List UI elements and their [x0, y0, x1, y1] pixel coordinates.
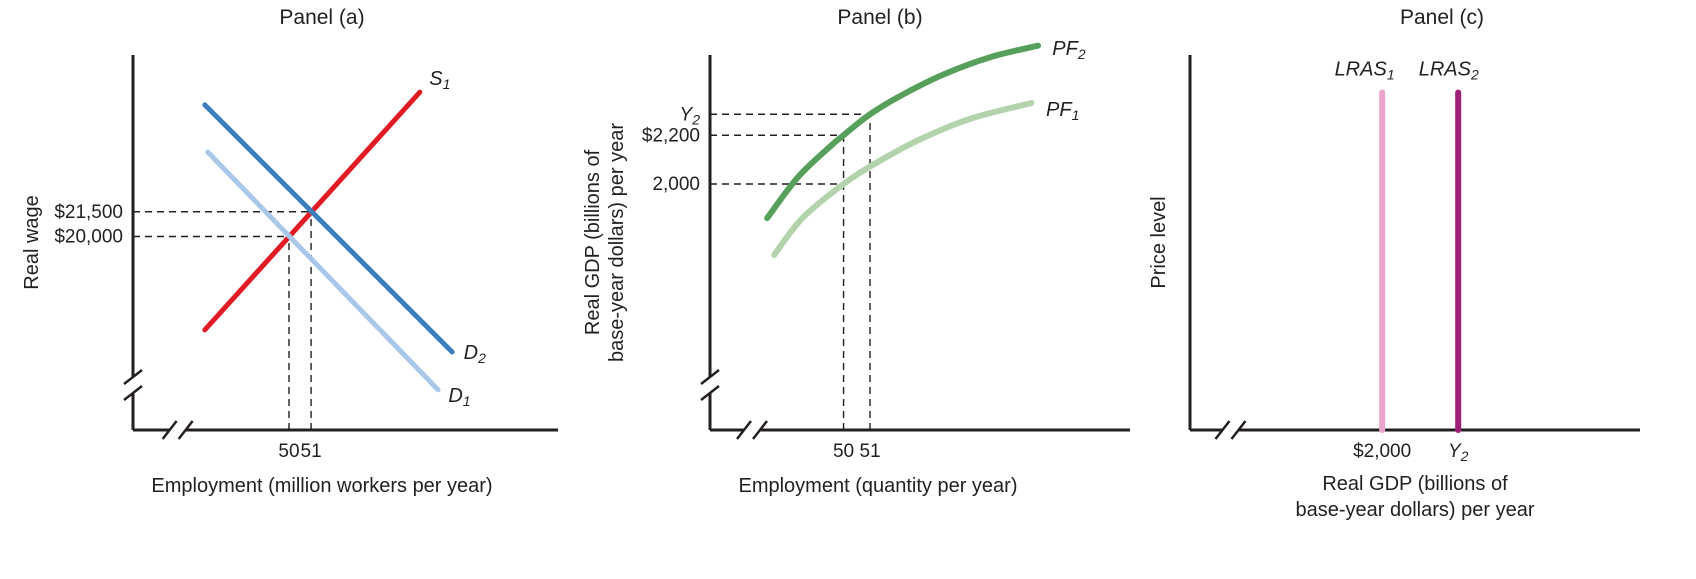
y-tick-label-2-000: 2,000	[652, 174, 700, 195]
curve-label-pf-1: PF1	[1046, 99, 1079, 123]
y-axis-label: Real GDP (billions of	[582, 149, 604, 335]
x-tick-label-50: 50	[278, 441, 299, 462]
y-axis-break-mark	[123, 369, 143, 385]
x-axis-label: Employment (quantity per year)	[738, 475, 1017, 497]
panel-c-chart: LRAS1 LRAS2 $2,000 Y2 Real GDP (billions of b…	[1148, 55, 1640, 521]
y-axis-break-mark	[700, 369, 720, 385]
x-axis-break-mark	[1230, 420, 1247, 440]
y-axis-break-mark	[123, 385, 143, 401]
panel-b-title: Panel (b)	[837, 6, 923, 29]
curve-label-pf-2: PF2	[1052, 38, 1086, 62]
x-axis-break-mark	[177, 420, 194, 440]
curve-d-1	[205, 149, 441, 393]
x-axis-break-mark	[161, 420, 178, 440]
curve-pf-1	[771, 100, 1035, 258]
x-axis-label: base-year dollars) per year	[1296, 499, 1535, 521]
x-axis-label: Employment (million workers per year)	[151, 475, 492, 497]
curve-pf-2	[764, 42, 1042, 222]
x-tick-label-51: 51	[301, 441, 322, 462]
y-axis-break-mark	[700, 385, 720, 401]
x-tick-label-51: 51	[859, 441, 880, 462]
y-tick-label-2-200: $2,200	[642, 125, 700, 146]
panel-b-chart: Y2$2,200 2,000 PF2 PF1 50 51 Employment (quant…	[582, 38, 1130, 497]
x-tick-label-50: 50	[833, 441, 854, 462]
y-axis-label: Real wage	[21, 195, 43, 290]
panel-b: Panel (b) Y2 $2,200 2,000 PF2 PF1 50 51 Employm…	[565, 0, 1135, 579]
curve-label-s-1: S1	[429, 68, 450, 92]
y-tick-label-y-2: Y2	[680, 104, 701, 127]
x-axis-break-mark	[1214, 420, 1231, 440]
panel-a-title: Panel (a)	[279, 6, 365, 29]
curve-label-d-1: D1	[448, 385, 470, 409]
y-tick-label-21-500: $21,500	[54, 202, 123, 223]
curve-d-2	[202, 102, 455, 355]
curve-label-d-2: D2	[464, 342, 486, 366]
panel-c: Panel (c) LRAS1 LRAS2 $2,000 Y2 Real GDP (bi…	[1135, 0, 1696, 579]
curve-label-lras-1: LRAS1	[1335, 59, 1395, 83]
panel-a: Panel (a) $21,500 $20,000 S1 D2 D1 50 51 Employ…	[0, 0, 565, 579]
x-tick-label-y-2: Y2	[1448, 441, 1469, 464]
curve-label-lras-2: LRAS2	[1419, 59, 1479, 83]
x-axis-break-mark	[736, 420, 752, 440]
y-axis-label: Price level	[1148, 196, 1170, 288]
panel-a-chart: $21,500 $20,000 S1 D2 D1 50 51 Employment (mill…	[21, 55, 558, 497]
y-axis-label: base-year dollars) per year	[606, 123, 628, 362]
panel-c-title: Panel (c)	[1399, 6, 1485, 29]
x-axis-break-mark	[752, 420, 768, 440]
x-axis-label: Real GDP (billions of	[1322, 473, 1508, 495]
y-tick-label-20-000: $20,000	[54, 227, 123, 248]
x-tick-label-2-000: $2,000	[1353, 441, 1411, 462]
